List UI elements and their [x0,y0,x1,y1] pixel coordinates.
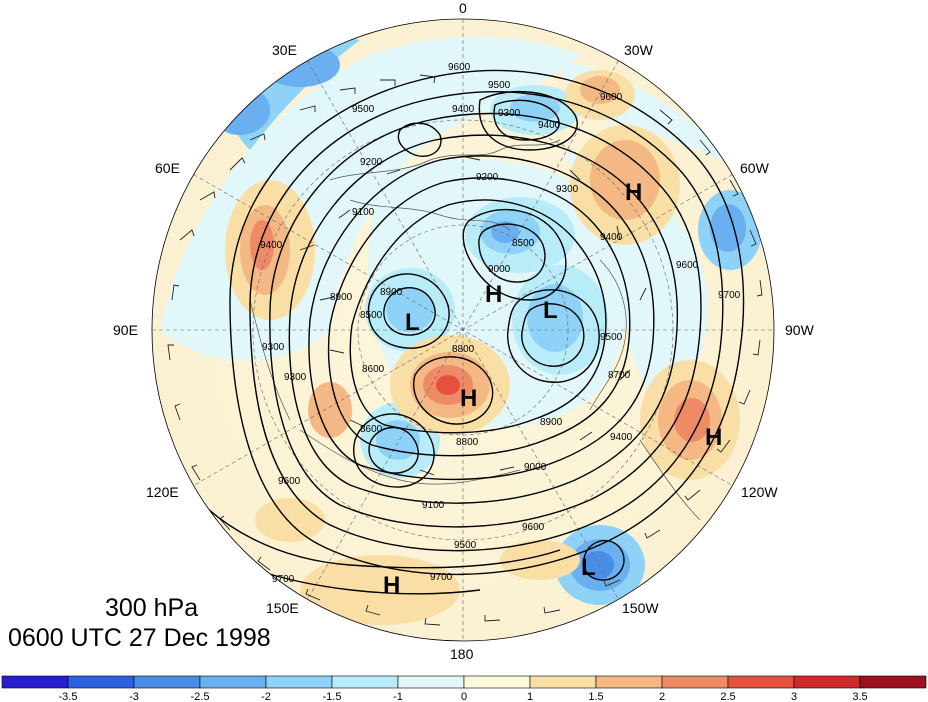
lon-label-60e: 60E [155,160,180,176]
colorbar-tick-label: 2 [659,691,665,702]
contour-label: 9600 [676,260,699,271]
colorbar-tick-label: -1.5 [323,691,342,702]
colorbar-swatch [595,675,663,689]
contour-label: 9200 [476,172,499,183]
high-pressure-center: H [625,179,642,206]
contour-label: 9400 [600,232,623,243]
colorbar-swatch [199,675,267,689]
lon-label-60w: 60W [740,160,770,176]
colorbar-tick-label: -3 [129,691,139,702]
high-pressure-center: H [485,281,502,308]
contour-label: 9300 [556,184,579,195]
pressure-level-title: 300 hPa [105,594,199,622]
colorbar-tick-label: 1.5 [588,691,603,702]
high-pressure-center: H [460,385,477,412]
map-border [151,18,775,642]
colorbar-swatch [727,675,795,689]
contour-label: 9600 [522,522,545,533]
colorbar-swatch [859,675,927,689]
colorbar-tick-label: 3.5 [852,691,867,702]
colorbar-tick-label: 3 [791,691,797,702]
colorbar-swatch [133,675,201,689]
contour-label: 9500 [352,104,375,115]
colorbar-tick-label: -2.5 [191,691,210,702]
contour-label: 9100 [352,207,375,218]
graticule [152,19,774,641]
contour-label: 9400 [260,240,283,251]
high-pressure-center: H [705,424,722,451]
contour-label: 8500 [360,310,383,321]
colorbar-tick-label: -3.5 [59,691,78,702]
colorbar: -3.5 -3 -2.5 -2 -1.5 -1 0 1 1.5 2 2.5 3 3.5 [1,675,927,702]
contour-label: 8900 [380,287,403,298]
colorbar-tick-label: 1 [527,691,533,702]
contour-label: 9400 [538,120,561,131]
lon-label-90e: 90E [113,322,138,338]
contour-label: 9000 [524,462,547,473]
colorbar-swatch [67,675,135,689]
lon-label-0: 0 [459,0,467,16]
contour-label: 9100 [422,500,445,511]
contour-label: 9400 [452,104,475,115]
low-pressure-center: L [581,554,596,581]
lon-label-30e: 30E [272,42,297,58]
contour-label: 9500 [600,332,623,343]
contour-label: 9300 [498,108,521,119]
contour-label: 9600 [278,476,301,487]
lon-label-180: 180 [450,646,474,662]
contour-label: 8800 [452,344,475,355]
colorbar-swatch [793,675,861,689]
colorbar-swatch [265,675,333,689]
low-pressure-center: L [543,297,558,324]
colorbar-swatch [463,675,531,689]
colorbar-tick-label: -2 [261,691,271,702]
colorbar-tick-label: 0 [461,691,467,702]
contour-label: 8700 [608,370,631,381]
contour-label: 8600 [362,364,385,375]
colorbar-swatch [1,675,69,689]
contour-label: 8900 [540,417,563,428]
contour-label: 9200 [360,157,383,168]
pressure-systems: H H L L H H L H [383,179,722,599]
contour-label: 9600 [600,92,623,103]
colorbar-swatch [529,675,597,689]
colorbar-tick-label: 2.5 [720,691,735,702]
longitude-labels: 0 30E 30W 60E 60W 90E 90W 120E 120W 150E… [113,0,815,662]
contour-label: 9400 [610,432,633,443]
contour-label: 8900 [330,292,353,303]
contour-label: 9000 [488,264,511,275]
contour-label: 9700 [272,574,295,585]
high-pressure-center: H [383,572,400,599]
colorbar-tick-label: -1 [393,691,403,702]
contour-label: 8500 [512,238,535,249]
contour-label: 8800 [456,437,479,448]
colorbar-swatch [661,675,729,689]
lon-label-120e: 120E [146,484,179,500]
colorbar-swatch [397,675,465,689]
contour-label: 9500 [488,80,511,91]
contour-label: 9500 [454,540,477,551]
contour-label: 9300 [262,342,285,353]
low-pressure-center: L [405,309,420,336]
lon-label-120w: 120W [741,484,778,500]
contour-label: 9700 [718,290,741,301]
lon-label-30w: 30W [624,42,654,58]
lon-label-90w: 90W [785,322,815,338]
valid-time-title: 0600 UTC 27 Dec 1998 [8,624,271,652]
lon-label-150w: 150W [622,600,659,616]
contour-labels: 9600 9500 9400 9300 9400 9600 9200 9300 … [260,62,741,585]
contour-label: 9600 [448,62,471,73]
lon-label-150e: 150E [266,600,299,616]
contour-label: 8600 [360,424,383,435]
contour-label: 9700 [430,572,453,583]
height-contours [179,69,745,595]
colorbar-swatch [331,675,399,689]
contour-label: 9300 [284,372,307,383]
